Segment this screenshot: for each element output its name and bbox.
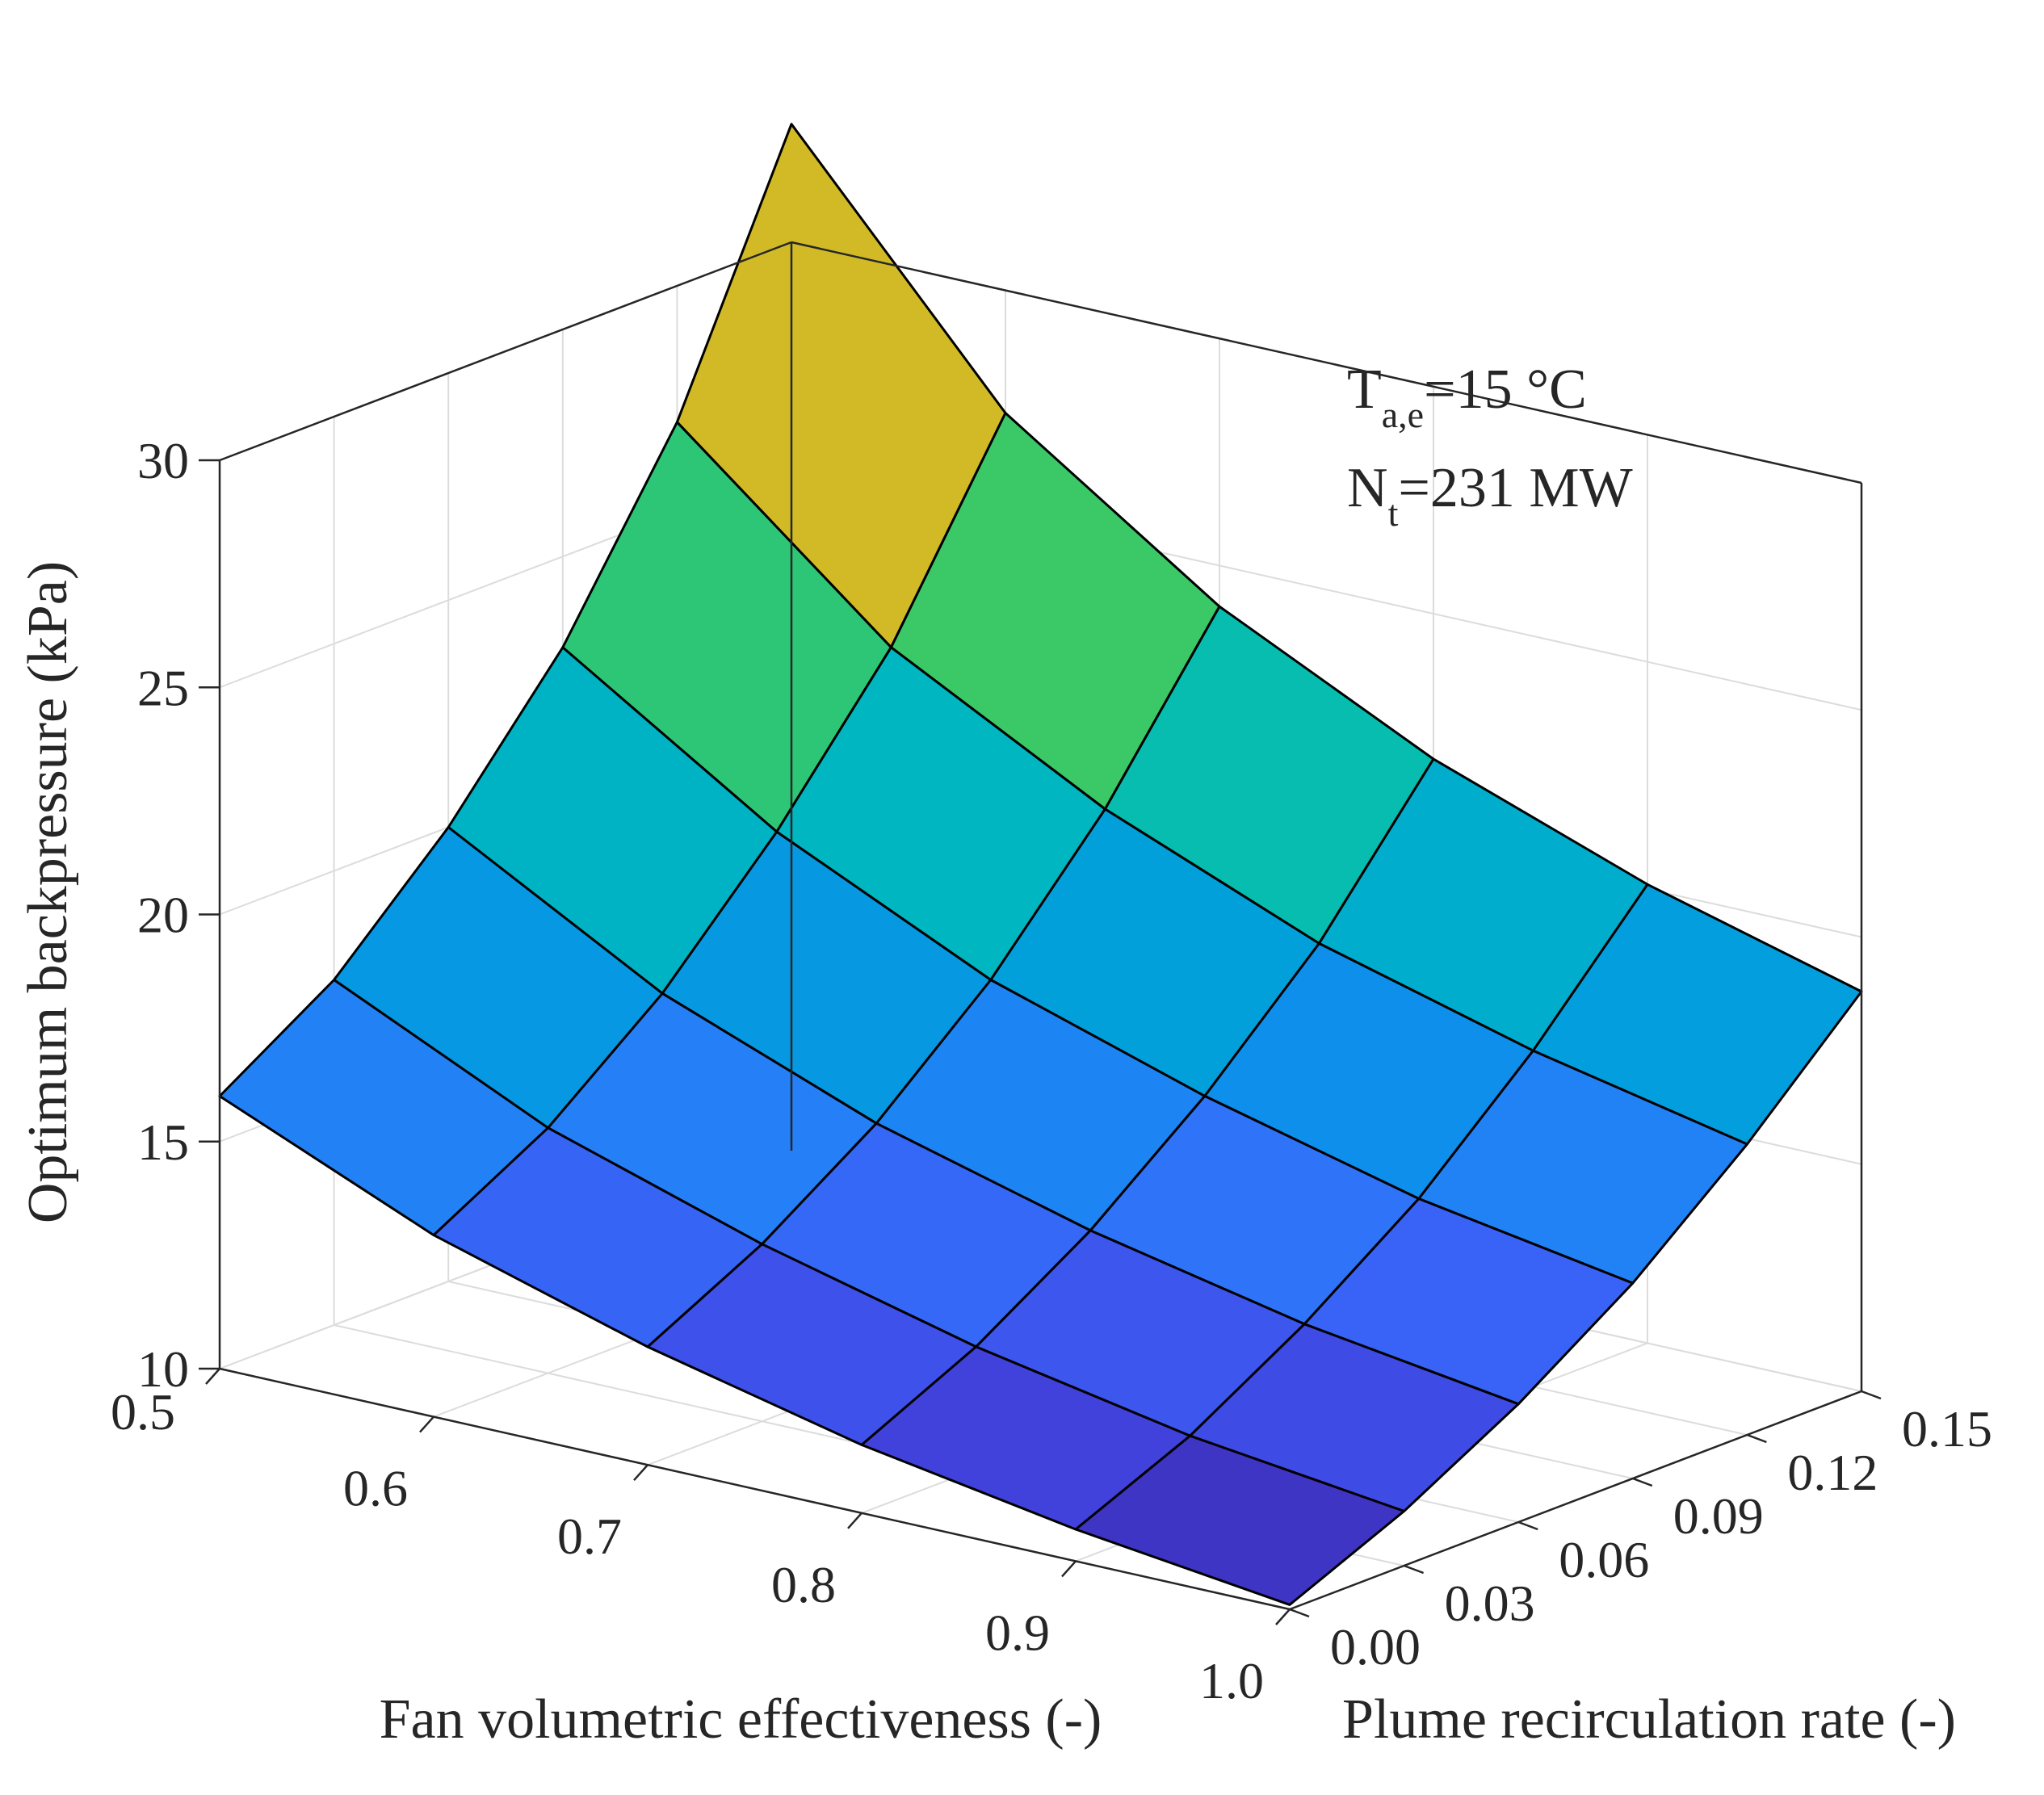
y-tick-label: 0.00 <box>1330 1618 1421 1675</box>
surface-layer <box>218 123 1863 1606</box>
box-edge-top-left <box>219 241 792 462</box>
y-tick-mark <box>1289 1608 1310 1618</box>
x-tick-label: 0.5 <box>111 1383 175 1441</box>
y-tick-mark <box>1632 1477 1653 1487</box>
y-tick-label: 0.06 <box>1559 1531 1649 1588</box>
axes-layer <box>218 241 1863 1611</box>
x-tick-label: 1.0 <box>1199 1652 1264 1709</box>
y-tick-mark <box>1404 1564 1425 1575</box>
y-tick-mark <box>1861 1390 1882 1400</box>
z-tick-label: 15 <box>137 1113 189 1171</box>
x-axis-label: Fan volumetric effectiveness (-) <box>380 1688 1102 1751</box>
x-tick-mark <box>1061 1560 1077 1578</box>
y-tick-mark <box>1517 1520 1538 1531</box>
x-tick-mark <box>205 1368 220 1385</box>
x-tick-mark <box>847 1512 863 1529</box>
x-tick-label: 0.9 <box>985 1604 1050 1661</box>
x-tick-mark <box>1275 1608 1291 1625</box>
ticks-layer: 10 15 20 25 30 0.5 0.6 0.7 0.8 0.9 1.0 0.00 0.03 0.06… <box>111 432 1992 1709</box>
x-tick-label: 0.7 <box>557 1508 622 1565</box>
y-tick-label: 0.12 <box>1787 1444 1878 1501</box>
z-tick-label: 20 <box>137 887 189 944</box>
surface-patch <box>1074 1434 1406 1606</box>
y-tick-label: 0.09 <box>1673 1487 1764 1545</box>
x-tick-label: 0.6 <box>343 1460 408 1517</box>
y-axis-label: Plume recirculation rate (-) <box>1342 1688 1956 1751</box>
y-tick-label: 0.03 <box>1445 1575 1535 1632</box>
x-tick-mark <box>419 1415 434 1433</box>
turbine-power-annotation: Nt=231 MW <box>1347 457 1633 534</box>
z-axis-label: Optimum backpressure (kPa) <box>17 561 79 1223</box>
z-tick-label: 25 <box>137 659 189 716</box>
x-axis-line <box>219 1367 1291 1611</box>
y-axis-line <box>1289 1390 1862 1611</box>
z-tick-label: 10 <box>137 1340 189 1398</box>
z-tick-label: 30 <box>137 432 189 489</box>
y-tick-label: 0.15 <box>1902 1400 1992 1457</box>
y-tick-mark <box>1746 1433 1767 1444</box>
x-tick-label: 0.8 <box>771 1556 836 1613</box>
box-edge-top-back <box>791 241 1862 484</box>
x-tick-mark <box>633 1464 648 1482</box>
ambient-temperature-annotation: Ta,e=15 °C <box>1347 359 1587 435</box>
